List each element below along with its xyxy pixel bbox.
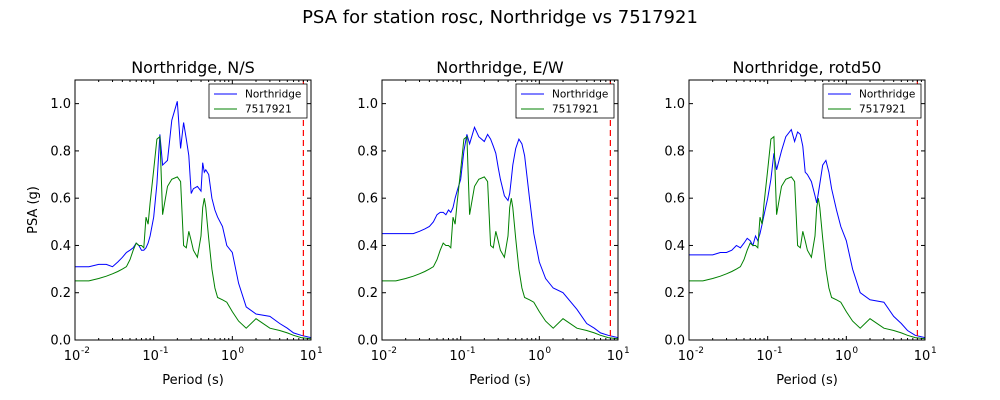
y-tick-label: 0.8 bbox=[664, 144, 685, 159]
x-tick-label: 10 bbox=[300, 349, 317, 364]
figure-title: PSA for station rosc, Northridge vs 7517… bbox=[302, 7, 698, 28]
y-tick-label: 0.2 bbox=[664, 286, 685, 301]
x-tick-label: 10 bbox=[678, 349, 695, 364]
legend-label: Northridge bbox=[245, 89, 301, 101]
series-line-northridge bbox=[75, 101, 311, 339]
x-tick-exponent: 0 bbox=[545, 346, 551, 356]
x-tick-exponent: 1 bbox=[931, 346, 937, 356]
panel-title: Northridge, rotd50 bbox=[733, 58, 882, 77]
series-line-northridge bbox=[689, 128, 925, 339]
series-line-7517921 bbox=[382, 135, 618, 340]
panel-title: Northridge, E/W bbox=[436, 58, 564, 77]
legend: Northridge 7517921 bbox=[208, 83, 308, 119]
legend-label: Northridge bbox=[859, 89, 915, 101]
y-tick-label: 0.8 bbox=[357, 144, 378, 159]
y-tick-label: 1.0 bbox=[357, 97, 378, 112]
x-tick-label: 10 bbox=[914, 349, 931, 364]
x-tick-label: 10 bbox=[756, 349, 773, 364]
chart-panel-1: Northridge, N/S0.00.20.40.60.81.010 -2 10-… bbox=[26, 58, 323, 388]
x-tick-exponent: -1 bbox=[774, 346, 783, 356]
x-tick-exponent: -2 bbox=[695, 346, 704, 356]
y-tick-label: 1.0 bbox=[50, 97, 71, 112]
series-line-7517921 bbox=[75, 135, 311, 340]
y-tick-label: 0.4 bbox=[357, 239, 378, 254]
x-tick-exponent: 0 bbox=[238, 346, 244, 356]
y-tick-label: 0.6 bbox=[50, 192, 71, 207]
legend: Northridge 7517921 bbox=[822, 83, 922, 119]
x-tick-exponent: 0 bbox=[852, 346, 858, 356]
legend-label: 7517921 bbox=[552, 104, 599, 116]
x-tick-exponent: -1 bbox=[467, 346, 476, 356]
y-tick-label: 0.0 bbox=[50, 334, 71, 349]
x-tick-label: 10 bbox=[64, 349, 81, 364]
series-lines bbox=[75, 101, 311, 340]
y-tick-label: 0.4 bbox=[664, 239, 685, 254]
y-tick-label: 0.8 bbox=[50, 144, 71, 159]
y-tick-label: 0.0 bbox=[664, 334, 685, 349]
x-tick-label: 10 bbox=[449, 349, 466, 364]
x-tick-exponent: -2 bbox=[81, 346, 90, 356]
x-tick-label: 10 bbox=[607, 349, 624, 364]
x-axis-label: Period (s) bbox=[162, 373, 224, 388]
chart-panel-2: Northridge, E/W0.00.20.40.60.81.010 -2 10-… bbox=[357, 58, 629, 388]
y-tick-label: 0.2 bbox=[50, 286, 71, 301]
y-tick-label: 0.4 bbox=[50, 239, 71, 254]
series-lines bbox=[382, 125, 618, 340]
legend-box bbox=[208, 83, 308, 119]
axes-frame bbox=[74, 79, 312, 341]
y-tick-label: 0.2 bbox=[357, 286, 378, 301]
series-lines bbox=[689, 128, 925, 340]
legend-box bbox=[515, 83, 615, 119]
axes-frame bbox=[688, 79, 926, 341]
legend: Northridge 7517921 bbox=[515, 83, 615, 119]
series-line-7517921 bbox=[689, 135, 925, 340]
x-tick-label: 10 bbox=[528, 349, 545, 364]
y-axis-label: PSA (g) bbox=[26, 186, 41, 234]
x-tick-label: 10 bbox=[835, 349, 852, 364]
x-axis-label: Period (s) bbox=[469, 373, 531, 388]
x-tick-exponent: 1 bbox=[624, 346, 630, 356]
y-tick-label: 1.0 bbox=[664, 97, 685, 112]
x-tick-label: 10 bbox=[371, 349, 388, 364]
y-tick-label: 0.0 bbox=[357, 334, 378, 349]
x-tick-exponent: -1 bbox=[160, 346, 169, 356]
series-line-northridge bbox=[382, 125, 618, 339]
legend-label: 7517921 bbox=[245, 104, 292, 116]
legend-label: 7517921 bbox=[859, 104, 906, 116]
y-tick-label: 0.6 bbox=[357, 192, 378, 207]
y-tick-label: 0.6 bbox=[664, 192, 685, 207]
x-tick-label: 10 bbox=[221, 349, 238, 364]
panel-title: Northridge, N/S bbox=[131, 58, 255, 77]
x-tick-exponent: 1 bbox=[317, 346, 323, 356]
x-tick-label: 10 bbox=[142, 349, 159, 364]
legend-label: Northridge bbox=[552, 89, 608, 101]
x-axis-label: Period (s) bbox=[776, 373, 838, 388]
axes-frame bbox=[381, 79, 619, 341]
x-tick-exponent: -2 bbox=[388, 346, 397, 356]
legend-box bbox=[822, 83, 922, 119]
